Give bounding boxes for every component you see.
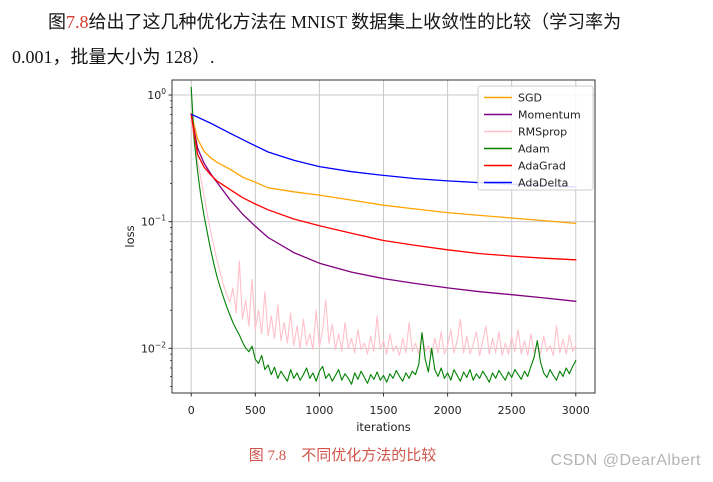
y-tick-label: 100 <box>147 87 166 102</box>
legend-label-Adam: Adam <box>518 142 550 155</box>
x-tick-label: 1500 <box>370 404 398 417</box>
body-paragraph: 图7.8给出了这几种优化方法在 MNIST 数据集上收敛性的比较（学习率为 0.0… <box>12 5 708 75</box>
x-tick-label: 500 <box>245 404 266 417</box>
paragraph-text-before-ref: 图 <box>48 12 66 32</box>
series-SGD <box>190 112 577 225</box>
legend-label-RMSprop: RMSprop <box>518 125 567 138</box>
legend-label-AdaGrad: AdaGrad <box>518 159 566 172</box>
figure-ref-inline: 7.8 <box>66 12 89 32</box>
x-tick-label: 0 <box>188 404 195 417</box>
series-AdaGrad <box>190 113 577 261</box>
y-tick-label: 10−1 <box>141 214 166 229</box>
x-tick-label: 2000 <box>434 404 462 417</box>
series-Momentum <box>190 113 577 302</box>
figure-caption: 图 7.8 不同优化方法的比较 <box>248 448 437 464</box>
x-tick-label: 3000 <box>562 404 590 417</box>
legend-label-Momentum: Momentum <box>518 108 581 121</box>
y-tick-label: 10−2 <box>141 340 166 355</box>
series-lines <box>190 86 577 385</box>
y-axis-label: loss <box>123 225 137 247</box>
paragraph-line2: 0.001，批量大小为 128）. <box>12 47 215 67</box>
csdn-watermark: CSDN @DearAlbert <box>550 452 701 469</box>
x-tick-label: 1000 <box>305 404 333 417</box>
series-RMSprop <box>190 120 577 356</box>
x-axis-label: iterations <box>356 420 411 434</box>
series-Adam <box>190 86 577 385</box>
paragraph-text-after-ref: 给出了这几种优化方法在 MNIST 数据集上收敛性的比较（学习率为 <box>88 12 622 32</box>
y-axis: 100 10−1 10−2 <box>141 87 172 387</box>
legend-label-AdaDelta: AdaDelta <box>518 176 568 189</box>
legend: SGD Momentum RMSprop Adam AdaGrad AdaDelta <box>477 85 594 191</box>
x-tick-label: 2500 <box>498 404 526 417</box>
legend-label-SGD: SGD <box>518 91 542 104</box>
x-axis: 0 500 1000 1500 2000 2500 3000 <box>188 393 590 417</box>
legend-box <box>477 85 594 191</box>
